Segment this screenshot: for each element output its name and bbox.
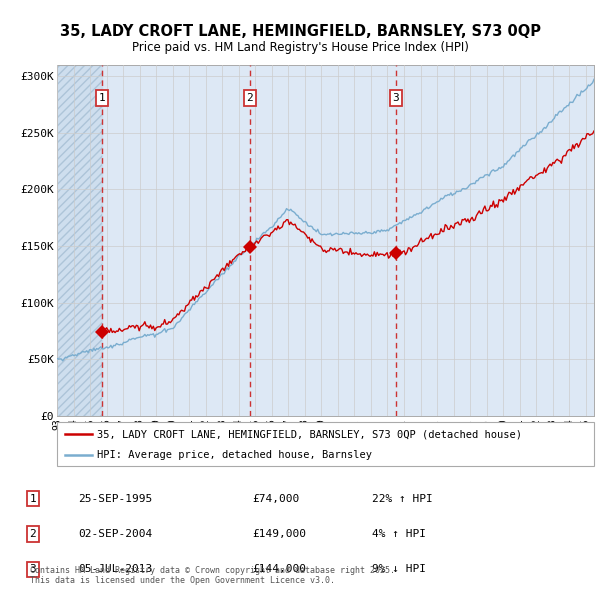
Text: £74,000: £74,000 — [252, 494, 299, 503]
Text: £144,000: £144,000 — [252, 565, 306, 574]
Text: 1: 1 — [99, 93, 106, 103]
Text: 35, LADY CROFT LANE, HEMINGFIELD, BARNSLEY, S73 0QP (detached house): 35, LADY CROFT LANE, HEMINGFIELD, BARNSL… — [97, 430, 522, 439]
Text: 02-SEP-2004: 02-SEP-2004 — [78, 529, 152, 539]
Text: 2: 2 — [247, 93, 253, 103]
Text: 35, LADY CROFT LANE, HEMINGFIELD, BARNSLEY, S73 0QP: 35, LADY CROFT LANE, HEMINGFIELD, BARNSL… — [59, 24, 541, 38]
Text: Price paid vs. HM Land Registry's House Price Index (HPI): Price paid vs. HM Land Registry's House … — [131, 41, 469, 54]
Text: Contains HM Land Registry data © Crown copyright and database right 2025.
This d: Contains HM Land Registry data © Crown c… — [30, 566, 395, 585]
Text: 05-JUL-2013: 05-JUL-2013 — [78, 565, 152, 574]
Text: 2: 2 — [29, 529, 37, 539]
Polygon shape — [57, 65, 102, 416]
Text: £149,000: £149,000 — [252, 529, 306, 539]
Text: HPI: Average price, detached house, Barnsley: HPI: Average price, detached house, Barn… — [97, 450, 372, 460]
Text: 9% ↓ HPI: 9% ↓ HPI — [372, 565, 426, 574]
Text: 25-SEP-1995: 25-SEP-1995 — [78, 494, 152, 503]
Text: 3: 3 — [392, 93, 399, 103]
Text: 22% ↑ HPI: 22% ↑ HPI — [372, 494, 433, 503]
Text: 1: 1 — [29, 494, 37, 503]
Text: 3: 3 — [29, 565, 37, 574]
Text: 4% ↑ HPI: 4% ↑ HPI — [372, 529, 426, 539]
